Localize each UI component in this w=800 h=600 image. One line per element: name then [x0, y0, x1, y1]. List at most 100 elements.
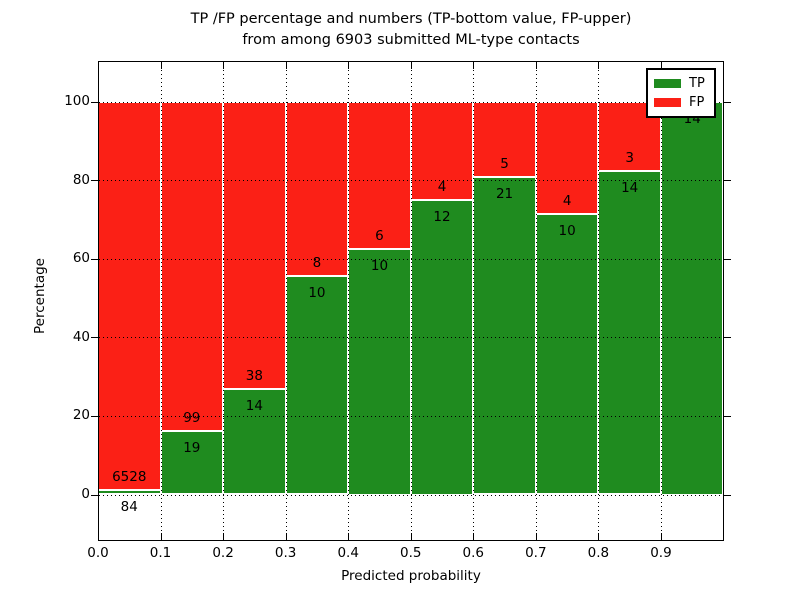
x-tick-bottom-0.6 — [473, 533, 475, 540]
annotation-tp-count-8: 14 — [621, 179, 639, 196]
legend-entry-tp: TP — [654, 74, 714, 93]
x-tick-bottom-0.7 — [535, 533, 537, 540]
legend-swatch-tp — [654, 79, 681, 88]
x-tick-top-0.4 — [348, 62, 350, 69]
x-axis-label: Predicted probability — [341, 568, 481, 584]
bar-segment-fp-3 — [285, 101, 349, 277]
v-gridline-0.8 — [598, 62, 600, 540]
annotation-tp-count-2: 14 — [245, 397, 263, 414]
bar-segment-fp-6 — [473, 101, 536, 178]
x-tick-bottom-0.5 — [410, 533, 412, 540]
annotation-tp-count-0: 84 — [120, 498, 138, 515]
annotation-fp-count-5: 4 — [437, 178, 447, 195]
y-tick-right-20 — [723, 415, 731, 417]
y-tick-left-80 — [91, 180, 98, 182]
x-tick-top-0.1 — [160, 62, 162, 69]
y-tick-label-20: 20 — [72, 407, 90, 424]
bar-segment-fp-2 — [223, 101, 286, 389]
v-gridline-0.9 — [660, 62, 662, 540]
v-gridline-0.3 — [285, 62, 287, 540]
bar-segment-tp-6 — [473, 177, 536, 495]
bar-segment-fp-0 — [98, 101, 161, 490]
x-tick-bottom-0.8 — [598, 533, 600, 540]
x-tick-label-0.7: 0.7 — [525, 545, 547, 561]
bar-segment-tp-2 — [223, 388, 286, 495]
annotation-fp-count-8: 3 — [625, 149, 634, 166]
v-gridline-0.6 — [473, 62, 475, 540]
legend-entry-fp: FP — [654, 93, 714, 112]
x-tick-bottom-0.1 — [160, 533, 162, 540]
v-gridline-0.7 — [535, 62, 537, 540]
annotation-fp-count-3: 8 — [312, 255, 322, 272]
x-tick-label-0.9: 0.9 — [650, 545, 672, 561]
x-tick-top-0 — [98, 62, 99, 69]
x-tick-label-0.3: 0.3 — [274, 545, 297, 561]
x-tick-top-0.8 — [598, 62, 600, 69]
annotation-tp-count-7: 10 — [558, 222, 576, 239]
annotation-tp-count-3: 10 — [308, 285, 326, 302]
annotation-fp-count-0: 6528 — [112, 468, 147, 485]
legend: TP FP — [646, 68, 716, 118]
x-tick-label-0.1: 0.1 — [149, 545, 172, 561]
x-tick-bottom-0.3 — [285, 533, 287, 540]
annotation-fp-count-2: 38 — [245, 367, 263, 384]
legend-swatch-fp — [654, 98, 681, 107]
y-tick-right-40 — [723, 337, 731, 339]
y-tick-label-100: 100 — [64, 93, 90, 109]
v-gridline-0.5 — [410, 62, 412, 540]
bar-segment-tp-5 — [410, 199, 474, 495]
y-tick-label-40: 40 — [72, 328, 90, 345]
x-tick-label-0.4: 0.4 — [337, 545, 359, 561]
y-tick-left-0 — [91, 494, 98, 496]
x-tick-bottom-0.2 — [223, 533, 225, 540]
bar-segment-fp-4 — [348, 101, 411, 249]
legend-label-fp: FP — [689, 95, 705, 110]
x-tick-label-0.5: 0.5 — [400, 545, 422, 561]
y-tick-left-40 — [91, 337, 98, 339]
annotation-fp-count-6: 5 — [500, 156, 509, 173]
annotation-fp-count-4: 6 — [375, 227, 384, 244]
bar-segment-tp-4 — [348, 248, 411, 495]
annotation-tp-count-4: 10 — [370, 257, 389, 274]
x-tick-label-0.0: 0.0 — [87, 545, 109, 561]
x-tick-label-0.8: 0.8 — [587, 545, 610, 561]
y-axis-label: Percentage — [32, 258, 48, 334]
y-tick-right-60 — [723, 258, 731, 260]
y-tick-right-100 — [723, 101, 731, 103]
bar-segment-tp-8 — [598, 170, 661, 495]
x-tick-bottom-0.4 — [348, 533, 350, 540]
x-tick-bottom-0 — [98, 533, 99, 540]
x-tick-bottom-0.9 — [660, 533, 662, 540]
x-tick-label-0.2: 0.2 — [212, 545, 234, 561]
legend-label-tp: TP — [689, 76, 705, 91]
y-tick-right-80 — [723, 180, 731, 182]
annotation-tp-count-6: 21 — [495, 186, 514, 203]
v-gridline-0.1 — [160, 62, 162, 540]
x-tick-top-0.5 — [410, 62, 412, 69]
y-tick-left-20 — [91, 415, 98, 417]
x-tick-label-0.6: 0.6 — [462, 545, 485, 561]
bar-segment-fp-1 — [160, 101, 224, 432]
x-tick-top-0.2 — [223, 62, 225, 69]
x-tick-top-0.3 — [285, 62, 287, 69]
bar-segment-tp-3 — [285, 276, 349, 495]
y-tick-label-60: 60 — [72, 250, 90, 267]
v-gridline-0.2 — [223, 62, 225, 540]
y-tick-label-0: 0 — [81, 486, 90, 502]
v-gridline-0.4 — [348, 62, 350, 540]
y-tick-left-100 — [91, 101, 98, 103]
annotation-fp-count-7: 4 — [562, 192, 572, 209]
x-tick-top-0.6 — [473, 62, 475, 69]
chart-title: TP /FP percentage and numbers (TP-bottom… — [98, 9, 724, 51]
x-tick-top-0.9 — [660, 62, 662, 69]
bar-segment-tp-7 — [535, 213, 599, 495]
annotation-tp-count-5: 12 — [433, 208, 451, 225]
chart-title-line2: from among 6903 submitted ML-type contac… — [242, 32, 580, 48]
y-tick-right-0 — [723, 494, 731, 496]
x-tick-top-0.7 — [535, 62, 537, 69]
chart-title-line1: TP /FP percentage and numbers (TP-bottom… — [190, 11, 632, 27]
annotation-fp-count-1: 99 — [183, 410, 201, 427]
y-tick-label-80: 80 — [72, 171, 90, 188]
annotation-tp-count-1: 19 — [183, 440, 201, 457]
